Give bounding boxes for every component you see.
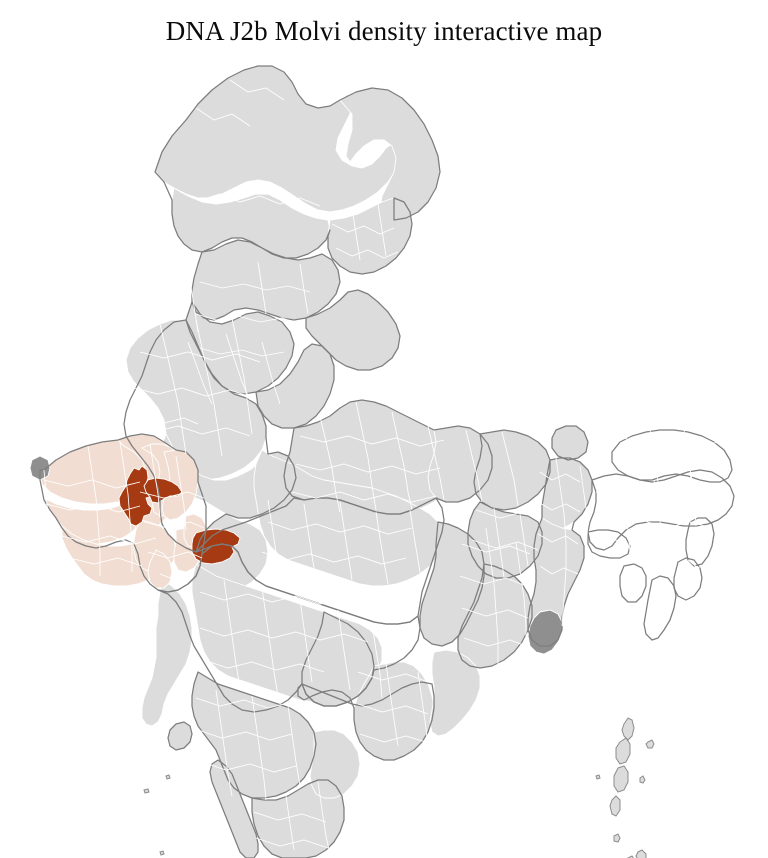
state-borders-layer	[40, 66, 734, 858]
state-border-telangana	[302, 612, 374, 706]
state-border-mizoram	[644, 576, 676, 640]
island-little-andaman	[610, 796, 620, 816]
state-border-tamil-nadu	[252, 780, 344, 858]
district-tn-north[interactable]	[310, 730, 360, 798]
state-border-meghalaya	[588, 530, 630, 558]
state-border-goa	[168, 722, 192, 750]
island-lakshadweep-3	[160, 851, 164, 855]
state-border-tripura	[620, 564, 646, 602]
state-border-bihar	[474, 430, 550, 510]
state-border-sikkim	[552, 426, 588, 460]
island-tiny-1	[596, 775, 600, 779]
district-konkan[interactable]	[142, 580, 192, 726]
island-east-small	[640, 776, 645, 783]
state-border-jk	[155, 66, 440, 274]
district-islet-west[interactable]	[30, 456, 50, 480]
district-highlight-vadodara[interactable]	[119, 466, 154, 526]
district-hairlines-layer	[43, 79, 723, 855]
state-border-kerala	[210, 760, 258, 858]
state-border-nagaland	[686, 518, 714, 566]
island-middle-andaman	[616, 738, 630, 764]
district-ap-coastal[interactable]	[430, 650, 480, 736]
state-border-maharashtra	[158, 544, 420, 712]
state-border-west-bengal	[528, 458, 592, 646]
island-car-nicobar	[614, 834, 620, 842]
lakshadweep-islands[interactable]	[144, 775, 170, 855]
island-south-andaman	[614, 766, 628, 792]
island-lakshadweep-1	[144, 789, 149, 793]
island-north-andaman	[622, 718, 634, 740]
island-barren	[646, 740, 654, 748]
state-border-uttarakhand	[306, 290, 400, 370]
state-border-arunachal	[612, 430, 732, 482]
island-lakshadweep-2	[166, 775, 170, 779]
district-valsad[interactable]	[148, 550, 172, 588]
india-choropleth-map[interactable]	[0, 52, 768, 858]
state-border-manipur	[674, 558, 702, 600]
state-border-himachal	[192, 240, 340, 320]
map-canvas[interactable]	[0, 52, 768, 858]
island-great-nicobar	[636, 850, 646, 858]
state-border-haryana	[256, 344, 334, 428]
page-title: DNA J2b Molvi density interactive map	[165, 16, 603, 46]
state-border-chhattisgarh	[420, 522, 484, 646]
